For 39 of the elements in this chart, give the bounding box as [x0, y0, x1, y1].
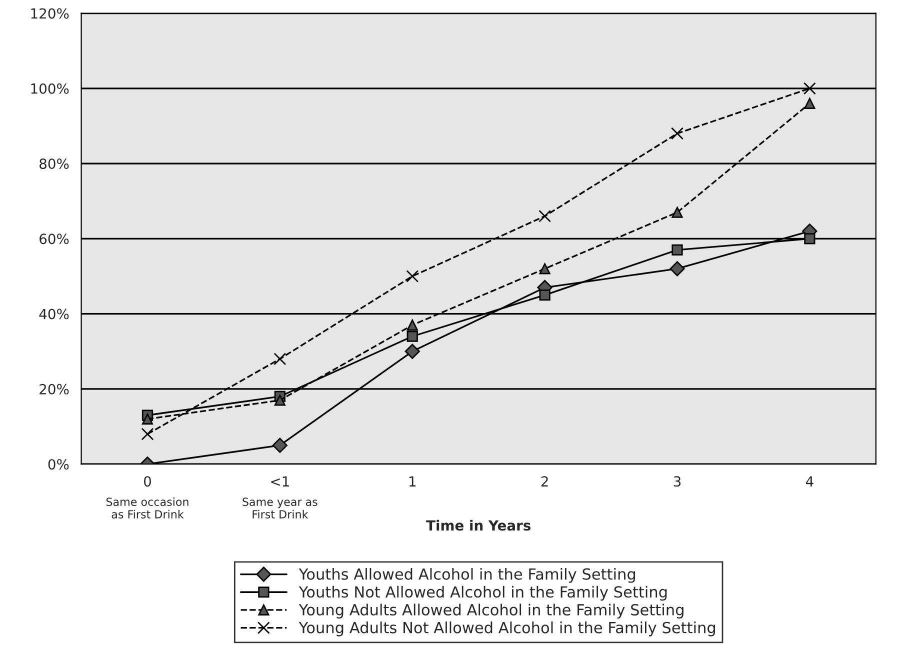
x-axis-title: Time in Years	[426, 520, 531, 531]
point	[141, 428, 154, 440]
legend-label: Young Adults Not Allowed Alcohol in the Family Setting	[298, 622, 716, 636]
point	[274, 352, 286, 366]
y-tick-label: 60%	[40, 234, 69, 244]
point	[404, 344, 420, 359]
text: Same year as First Drink	[242, 498, 318, 518]
point	[142, 413, 154, 425]
y-tick-label: 0%	[48, 459, 69, 470]
y-tick-label: 40%	[39, 308, 69, 320]
point	[804, 98, 816, 109]
point	[539, 289, 550, 301]
point	[538, 210, 552, 222]
point	[272, 438, 288, 453]
x-tick-label: 3	[674, 476, 681, 487]
x-tick-label: 0	[144, 476, 151, 487]
point	[672, 244, 683, 256]
legend-label: Young Adults Allowed Alcohol in the Family Setting	[298, 604, 684, 618]
point	[274, 394, 286, 406]
text: Same occasion as First Drink	[106, 497, 188, 518]
point	[804, 233, 816, 244]
point	[803, 82, 816, 95]
x-tick-label: 4	[806, 476, 814, 486]
x-tick-label: 2	[541, 476, 548, 486]
point	[671, 127, 684, 140]
x-tick-label: 1	[409, 476, 416, 486]
y-tick-label: 20%	[40, 384, 69, 394]
y-tick-label: 100%	[31, 83, 69, 94]
legend-label: Youths Allowed Alcohol in the Family Setting	[298, 568, 636, 583]
point	[406, 270, 419, 282]
x-tick-label: <1	[271, 476, 289, 486]
point	[672, 206, 683, 218]
point	[670, 261, 685, 276]
legend-label: Youths Not Allowed Alcohol in the Family Setting	[298, 586, 667, 601]
point	[406, 320, 418, 331]
point	[406, 330, 418, 342]
point	[539, 263, 550, 274]
y-tick-label: 80%	[40, 158, 69, 170]
y-tick-label: 120%	[31, 8, 69, 19]
